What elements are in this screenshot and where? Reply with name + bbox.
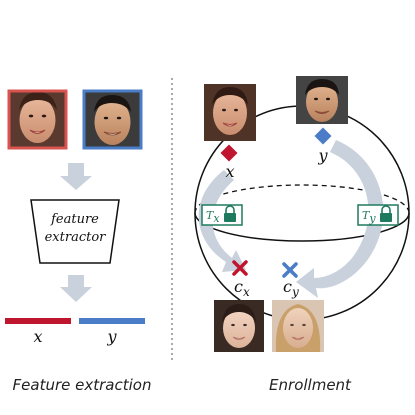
center-y-cross-icon (282, 262, 298, 278)
curved-arrow-right (296, 140, 384, 298)
template-x-sub: x (213, 212, 220, 225)
center-face-x (214, 300, 264, 352)
lock-icon-x (224, 205, 236, 222)
center-x-label: cx (234, 277, 250, 299)
feature-bar-x (5, 318, 71, 324)
feature-bar-y (79, 318, 145, 324)
feature-bar-x-label: x (33, 327, 42, 346)
point-x-marker (220, 144, 238, 162)
template-x-lock: Tx (201, 204, 243, 226)
svg-text:Tx: Tx (206, 209, 220, 225)
template-x-label: T (206, 209, 215, 222)
enroll-face-x (204, 84, 256, 141)
enroll-face-y (296, 76, 348, 124)
lock-icon-y (380, 205, 392, 222)
caption-enrollment: Enrollment (269, 376, 352, 394)
face-image-y (82, 89, 143, 150)
extractor-label-line1: feature (50, 212, 99, 227)
face-x-border (7, 89, 68, 150)
extractor-label-line2: extractor (45, 230, 107, 245)
point-y-marker (314, 127, 332, 145)
feature-extractor-box (30, 199, 120, 264)
template-y-label: T (362, 209, 371, 222)
curved-arrow-left (198, 170, 246, 272)
point-x-label: x (225, 162, 234, 181)
center-y-label: cy (283, 277, 299, 299)
face-image-x (7, 89, 68, 150)
svg-text:Ty: Ty (362, 209, 376, 225)
down-arrow-icon-top (60, 163, 92, 190)
template-y-lock: Ty (357, 204, 399, 226)
down-arrow-icon-bottom (60, 275, 92, 302)
feature-bar-y-label: y (106, 327, 117, 346)
center-x-cross-icon (232, 260, 248, 276)
face-y-border (82, 89, 143, 150)
point-y-label: y (317, 146, 328, 165)
template-y-sub: y (368, 212, 376, 225)
caption-feature-extraction: Feature extraction (13, 376, 152, 394)
center-face-y (272, 300, 324, 352)
